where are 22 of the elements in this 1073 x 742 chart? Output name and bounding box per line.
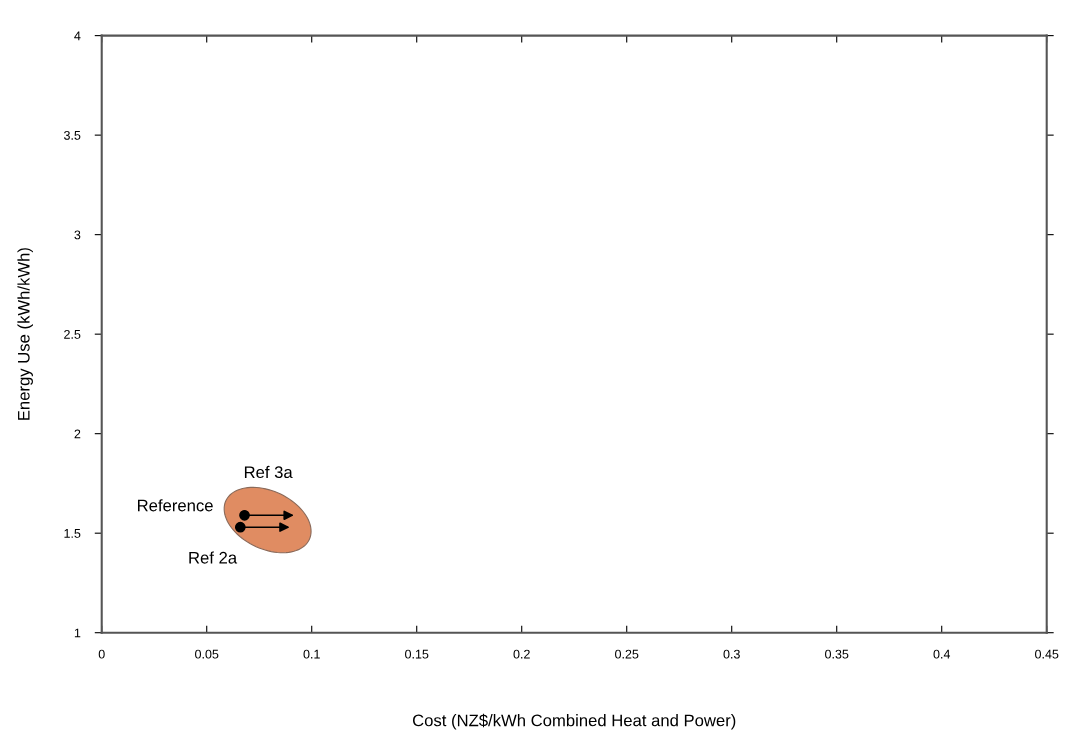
y-tick-label: 4 bbox=[74, 31, 81, 41]
annotation: Ref 3a bbox=[244, 465, 293, 479]
y-tick-label: 3.5 bbox=[63, 130, 81, 140]
x-tick-label: 0.4 bbox=[933, 649, 951, 659]
x-tick-label: 0.15 bbox=[405, 649, 429, 659]
x-axis-title: Cost (NZ$/kWh Combined Heat and Power) bbox=[412, 713, 736, 730]
x-tick-label: 0.25 bbox=[615, 649, 639, 659]
x-tick-label: 0.05 bbox=[195, 649, 219, 659]
y-tick-label: 1 bbox=[74, 628, 81, 638]
x-tick-label: 0.35 bbox=[825, 649, 849, 659]
annotation: Reference bbox=[138, 499, 213, 512]
x-tick-label: 0 bbox=[98, 649, 105, 659]
y-tick-label: 2.5 bbox=[64, 329, 81, 339]
x-tick-label: 0.1 bbox=[303, 649, 320, 659]
y-tick-label: 1.5 bbox=[64, 529, 81, 538]
x-tick-label: 0.3 bbox=[723, 649, 740, 659]
annotation: Ref 2a bbox=[189, 551, 238, 564]
x-tick-label: 0.2 bbox=[513, 649, 530, 659]
y-tick-label: 3 bbox=[74, 230, 81, 240]
y-axis-title: Energy Use (kWh/kWh) bbox=[17, 248, 33, 420]
y-tick-label: 2 bbox=[74, 429, 81, 439]
x-tick-label: 0.45 bbox=[1035, 649, 1059, 659]
